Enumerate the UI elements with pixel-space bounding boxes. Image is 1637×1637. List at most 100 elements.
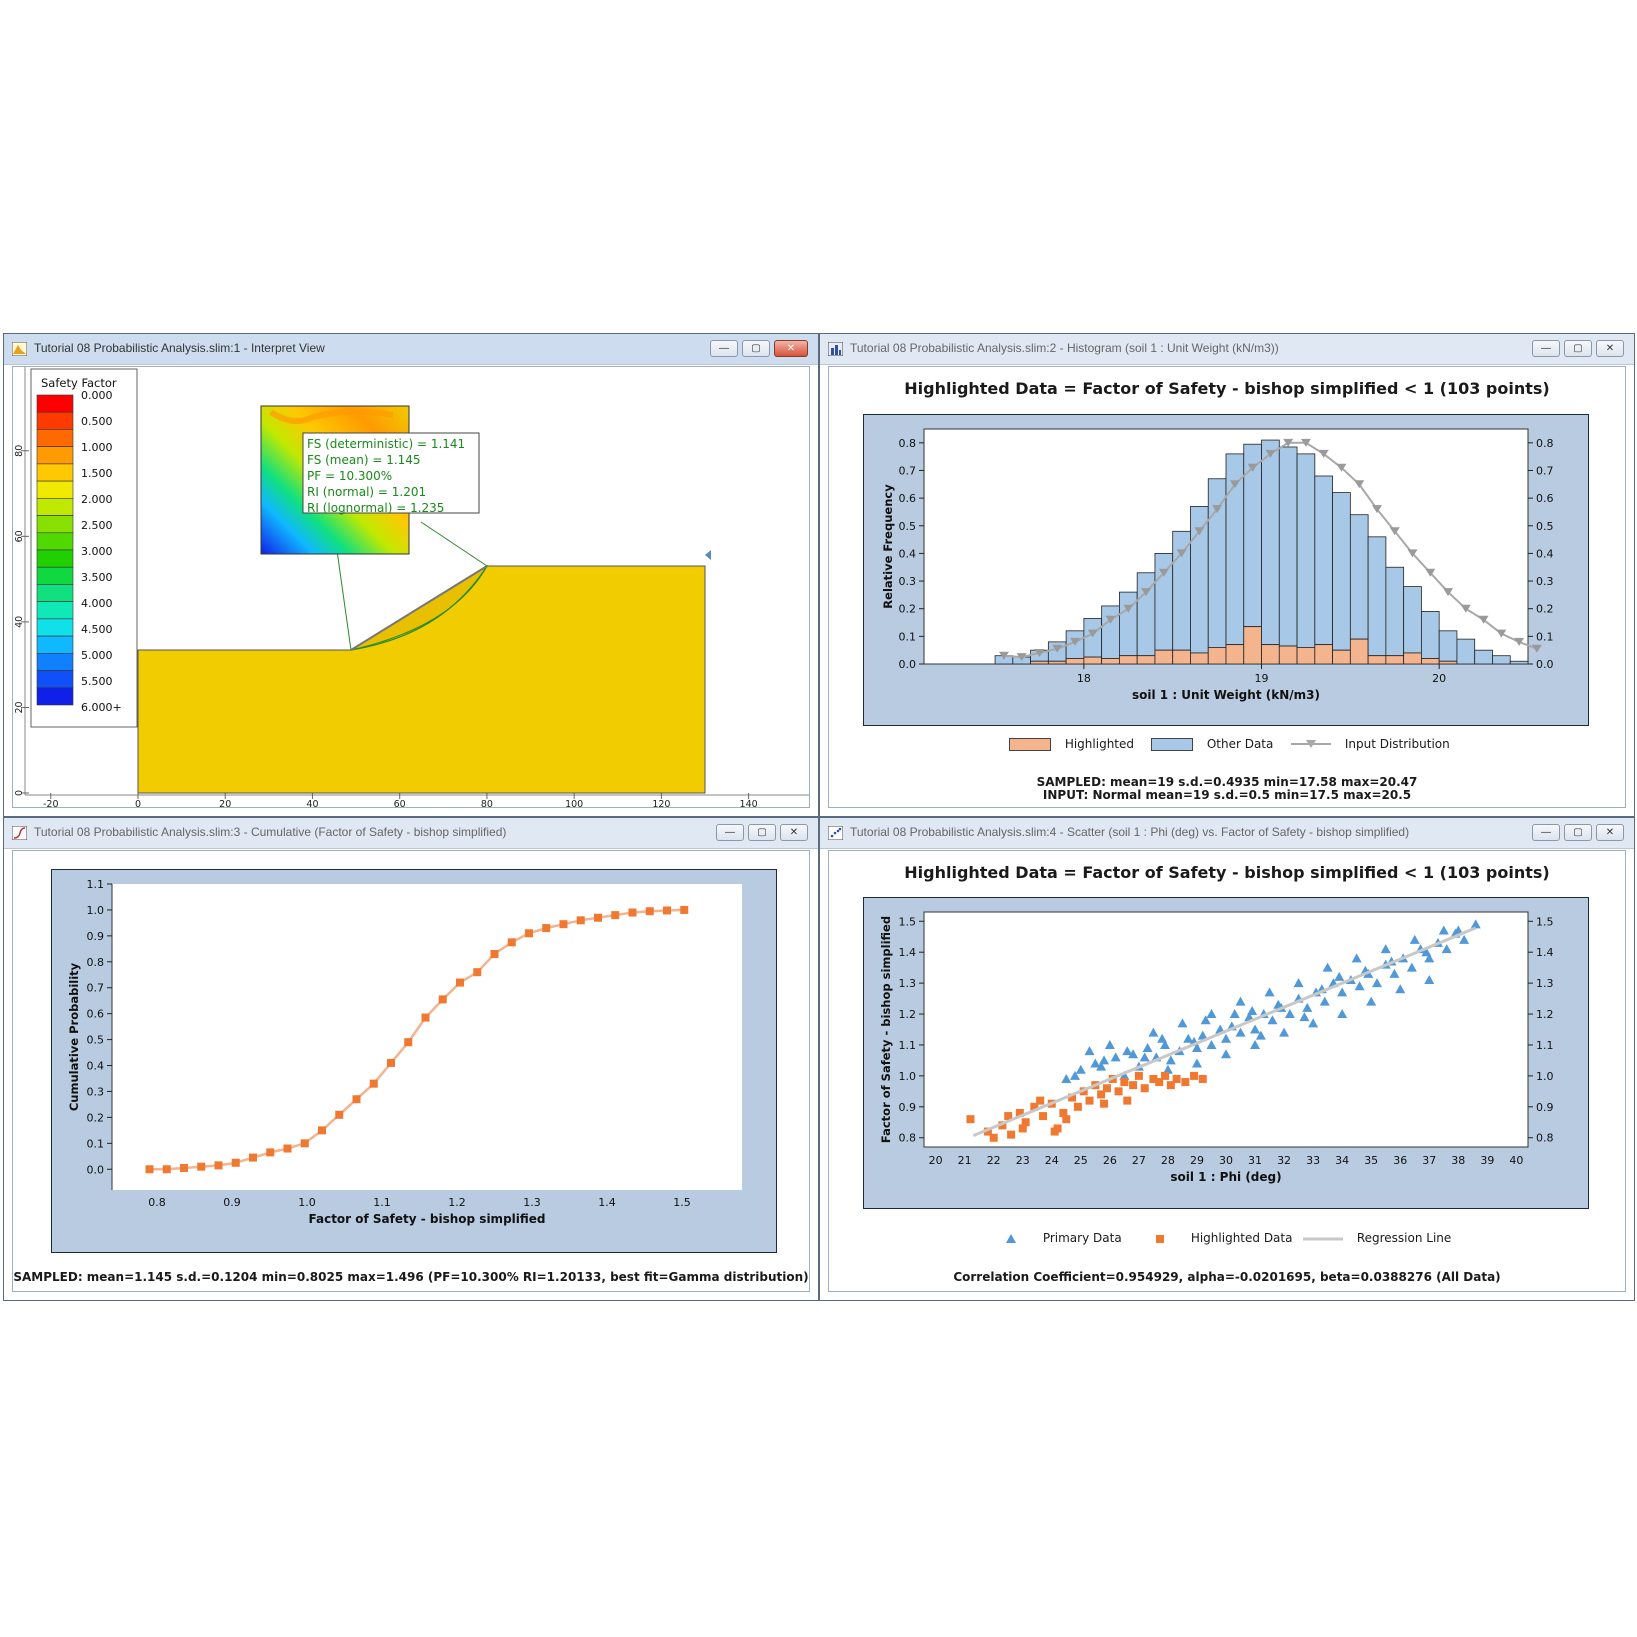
highlighted-data-point[interactable] [1114,1087,1123,1096]
highlighted-data-point[interactable] [1181,1078,1190,1087]
highlighted-data-point[interactable] [1198,1074,1207,1083]
highlighted-data-point[interactable] [1015,1108,1024,1117]
highlighted-data-point[interactable] [1039,1112,1048,1121]
primary-data-point[interactable] [1470,919,1481,929]
minimize-button[interactable]: ― [710,340,738,357]
cumulative-point[interactable] [507,938,516,947]
primary-data-point[interactable] [1221,1049,1231,1059]
highlighted-bar[interactable] [1172,649,1191,665]
highlighted-data-point[interactable] [1149,1074,1158,1083]
cumulative-point[interactable] [231,1158,240,1167]
highlighted-bar[interactable] [1261,644,1280,665]
highlighted-data-point[interactable] [1018,1124,1027,1133]
other-data-bar[interactable] [1172,530,1191,651]
primary-data-point[interactable] [1322,962,1333,972]
primary-data-point[interactable] [1389,968,1400,978]
highlighted-data-point[interactable] [1134,1071,1143,1080]
highlighted-data-point[interactable] [1166,1081,1175,1090]
primary-data-point[interactable] [1267,1015,1278,1025]
primary-data-point[interactable] [1302,1002,1313,1012]
other-data-bar[interactable] [1403,586,1422,654]
primary-data-point[interactable] [1122,1046,1133,1056]
other-data-bar[interactable] [1349,514,1369,640]
highlighted-bar[interactable] [1101,658,1120,665]
close-button[interactable]: ✕ [780,824,808,841]
highlighted-data-point[interactable] [1161,1071,1170,1080]
highlighted-data-point[interactable] [1007,1130,1016,1139]
primary-data-point[interactable] [1409,934,1420,944]
cumulative-titlebar[interactable]: Tutorial 08 Probabilistic Analysis.slim:… [4,818,818,849]
primary-data-point[interactable] [1250,1039,1261,1049]
primary-data-point[interactable] [1096,1061,1107,1071]
highlighted-bar[interactable] [1225,644,1245,665]
other-data-bar[interactable] [1456,638,1476,665]
other-data-bar[interactable] [1154,553,1174,651]
cumulative-point[interactable] [197,1162,206,1171]
highlighted-data-point[interactable] [1073,1102,1082,1111]
highlighted-bar[interactable] [1421,658,1440,665]
primary-data-point[interactable] [1128,1049,1139,1059]
highlighted-bar[interactable] [1136,655,1156,665]
highlighted-data-point[interactable] [1172,1074,1181,1083]
restore-button[interactable]: ▢ [748,824,776,841]
primary-data-point[interactable] [1244,1012,1255,1022]
primary-data-point[interactable] [1142,1043,1153,1053]
primary-data-point[interactable] [1438,925,1449,935]
other-data-bar[interactable] [1083,617,1103,658]
highlighted-data-point[interactable] [1097,1090,1106,1099]
scatter-titlebar[interactable]: Tutorial 08 Probabilistic Analysis.slim:… [820,818,1634,849]
primary-data-point[interactable] [1200,1015,1211,1025]
other-data-bar[interactable] [1101,605,1120,659]
scatter-window[interactable]: Tutorial 08 Probabilistic Analysis.slim:… [819,817,1635,1301]
cumulative-point[interactable] [438,995,447,1004]
primary-data-point[interactable] [1090,1058,1101,1068]
cumulative-point[interactable] [645,907,654,916]
primary-data-point[interactable] [1264,987,1275,997]
highlighted-data-point[interactable] [1102,1084,1111,1093]
primary-data-point[interactable] [1061,1073,1072,1083]
scatter-chart[interactable]: 0.8 0.8 0.9 0.9 1.0 1.0 1.1 1.1 1.2 1.2 1.3 1.3 1.4 1… [864,898,1588,1208]
histogram-titlebar[interactable]: Tutorial 08 Probabilistic Analysis.slim:… [820,334,1634,365]
highlighted-bar[interactable] [1332,649,1351,665]
primary-data-point[interactable] [1293,978,1304,988]
other-data-bar[interactable] [1438,630,1458,662]
highlighted-data-point[interactable] [1140,1084,1149,1093]
highlighted-bar[interactable] [1385,655,1405,665]
primary-data-point[interactable] [1279,1027,1290,1037]
cumulative-point[interactable] [352,1095,361,1104]
highlighted-bar[interactable] [1119,655,1138,665]
primary-data-point[interactable] [1183,1033,1194,1043]
primary-data-point[interactable] [1221,1033,1231,1043]
other-data-bar[interactable] [1332,492,1351,651]
cumulative-point[interactable] [421,1013,430,1022]
close-button[interactable]: ✕ [774,340,808,357]
cumulative-point[interactable] [249,1153,257,1162]
cumulative-chart[interactable]: 0.0 0.1 0.2 0.3 0.4 0.5 0.6 0.7 0.8 0.9 1.0 1.1 0.8 0… [52,870,776,1252]
minimize-button[interactable]: ― [1532,824,1560,841]
primary-data-point[interactable] [1380,944,1391,954]
highlighted-data-point[interactable] [1021,1118,1030,1127]
cumulative-window[interactable]: Tutorial 08 Probabilistic Analysis.slim:… [3,817,819,1301]
cumulative-point[interactable] [369,1079,378,1088]
primary-data-point[interactable] [1206,1039,1217,1049]
primary-data-point[interactable] [1453,925,1464,935]
highlighted-data-point[interactable] [1100,1099,1109,1108]
cumulative-point[interactable] [594,913,602,922]
cumulative-point[interactable] [473,968,482,977]
cumulative-point[interactable] [663,906,671,915]
primary-data-point[interactable] [1337,1009,1348,1019]
cumulative-point[interactable] [180,1163,188,1172]
highlighted-data-point[interactable] [1123,1096,1132,1105]
cumulative-point[interactable] [456,978,464,987]
highlighted-data-point[interactable] [1059,1108,1068,1117]
other-data-bar[interactable] [1492,655,1511,665]
primary-data-point[interactable] [1319,996,1330,1006]
highlighted-bar[interactable] [1403,652,1422,665]
primary-data-point[interactable] [1070,1070,1080,1080]
highlighted-bar[interactable] [1207,647,1227,665]
cumulative-point[interactable] [214,1161,223,1170]
cumulative-point[interactable] [628,908,637,917]
histogram-window[interactable]: Tutorial 08 Probabilistic Analysis.slim:… [819,333,1635,817]
primary-data-point[interactable] [1177,1018,1188,1028]
cumulative-point[interactable] [300,1139,309,1148]
